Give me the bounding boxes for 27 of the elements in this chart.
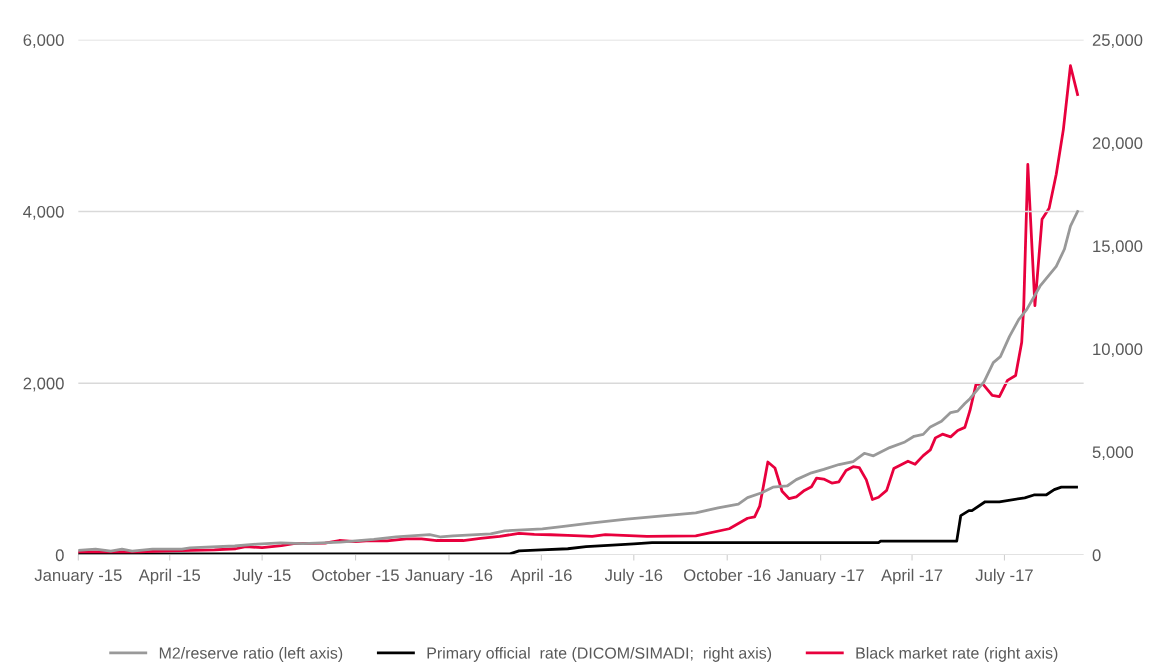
- legend-label: M2/reserve ratio (left axis): [159, 647, 343, 662]
- y-tick-label: 6,000: [23, 34, 64, 48]
- x-tick-label: April -17: [881, 568, 943, 585]
- x-tick-label: April -15: [138, 568, 201, 585]
- line-series: [78, 210, 1079, 553]
- y-tick-label: 4,000: [23, 205, 64, 220]
- legend-label: Primary official rate (DICOM/SIMADI; right axis): [427, 647, 772, 662]
- y-tick-label: 2,000: [23, 377, 64, 392]
- x-tick-label: October -15: [312, 568, 399, 582]
- y2-tick-label: 10,000: [1093, 343, 1143, 358]
- y2-tick-label: 0: [1092, 549, 1101, 562]
- x-tick-label: July -15: [233, 568, 291, 585]
- y2-tick-label: 15,000: [1093, 240, 1143, 255]
- x-tick-label: July -16: [604, 568, 663, 585]
- x-tick-label: January -16: [405, 569, 493, 585]
- y2-tick-label: 25,000: [1092, 34, 1143, 48]
- y2-tick-label: 20,000: [1092, 137, 1143, 151]
- x-tick-label: October -16: [684, 568, 771, 582]
- x-tick-label: July -17: [975, 568, 1033, 585]
- x-tick-label: January -15: [34, 569, 122, 585]
- line-series: [78, 64, 1079, 554]
- y2-tick-label: 5,000: [1092, 446, 1134, 461]
- y-tick-label: 0: [55, 549, 64, 562]
- legend-label: Black market rate (right axis): [856, 647, 1058, 662]
- line-series: [78, 485, 1078, 555]
- x-tick-label: April -16: [510, 568, 572, 585]
- x-tick-label: January -17: [776, 569, 864, 585]
